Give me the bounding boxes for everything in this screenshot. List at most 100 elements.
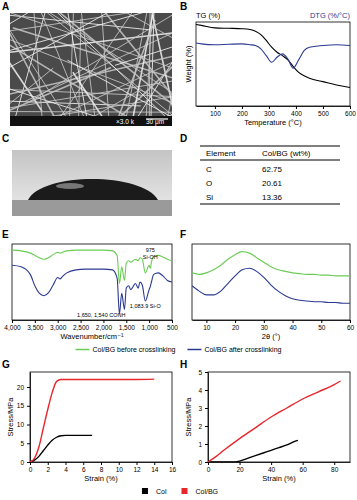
x-tick-label: 4,000	[4, 324, 21, 331]
legend-item: Col/BG	[181, 488, 218, 495]
x-tick: 300	[264, 106, 275, 117]
y-axis-line	[30, 373, 31, 463]
x-tick: 0	[207, 462, 211, 473]
legend: ColCol/BG	[142, 488, 218, 495]
series-line	[192, 252, 350, 276]
x-tick-label: 2,500	[73, 324, 90, 331]
x-tick: 20	[236, 462, 244, 473]
x-tick-label: 2	[46, 466, 50, 473]
panel-label: C	[2, 133, 9, 144]
x-tick-mark	[126, 320, 127, 323]
table-header: Col/BG (wt%)	[262, 149, 311, 158]
chart: 4,0003,5003,0002,5002,0001,5001,000500Wa…	[4, 244, 178, 341]
table-cell: 62.75	[262, 165, 283, 174]
x-tick-mark	[172, 462, 173, 465]
x-tick: 100	[210, 106, 221, 117]
x-tick: 14	[151, 462, 159, 473]
x-axis-title: Strain (%)	[84, 474, 118, 483]
x-tick-mark	[303, 462, 304, 465]
y-tick-label: 4	[198, 387, 202, 394]
legend: Col/BG before crosslinkingCol/BG after c…	[76, 346, 282, 354]
x-tick: 8	[100, 462, 104, 473]
x-tick-label: 8	[100, 466, 104, 473]
series-line	[208, 381, 341, 462]
y-tick: 4	[198, 387, 208, 394]
legend-item: Col/BG before crosslinking	[76, 346, 176, 354]
y-tick-label: 0	[198, 459, 202, 466]
y-tick-mark	[205, 462, 208, 463]
x-tick-mark	[66, 462, 67, 465]
table-rule	[200, 146, 340, 147]
chart: 100200300400500600Temperature (°C)Weight…	[184, 11, 356, 127]
fiber	[10, 39, 172, 126]
y-tick-mark	[205, 408, 208, 409]
y-tick: 3	[198, 405, 208, 412]
x-tick-label: 200	[237, 110, 248, 117]
x-tick: 6	[82, 462, 86, 473]
y-tick: 0	[20, 459, 30, 466]
y-tick: 2	[198, 423, 208, 430]
x-tick-label: 2,000	[96, 324, 113, 331]
x-tick-label: 1,000	[142, 324, 159, 331]
series-line	[12, 250, 172, 283]
x-tick-label: 10	[116, 466, 124, 473]
legend-symbol	[181, 488, 187, 494]
x-tick-mark	[242, 106, 243, 109]
y-axis-title: Stress/MPa	[6, 397, 15, 437]
x-tick: 40	[289, 320, 297, 331]
x-tick-mark	[58, 320, 59, 323]
x-tick-label: 0	[207, 466, 211, 473]
x-axis-title: Temperature (°C)	[244, 118, 302, 127]
x-tick-label: 30	[261, 324, 269, 331]
droplet	[28, 179, 158, 200]
x-tick-mark	[103, 320, 104, 323]
x-tick-mark	[350, 320, 351, 323]
x-tick-mark	[48, 462, 49, 465]
x-tick-mark	[119, 462, 120, 465]
x-tick-mark	[137, 462, 138, 465]
y-tick: 20	[17, 384, 30, 391]
x-axis: 102030405060	[193, 320, 355, 331]
chart: 024681012141605101520Strain (%)Stress/MP…	[6, 372, 176, 483]
x-tick: 200	[237, 106, 248, 117]
series-line	[196, 43, 350, 68]
series-line	[30, 435, 92, 462]
y-tick: 0	[198, 459, 208, 466]
y-tick-mark	[205, 426, 208, 427]
x-axis-title: Wavenumber/cm⁻¹	[61, 332, 124, 341]
x-axis-title: 2θ (°)	[262, 332, 281, 341]
x-tick: 2,500	[73, 320, 90, 331]
x-tick: 600	[345, 106, 356, 117]
series-line	[12, 265, 172, 314]
y-tick-mark	[27, 462, 30, 463]
x-tick-label: 500	[167, 324, 178, 331]
y-tick-label: 0	[20, 459, 24, 466]
panel-label: A	[2, 1, 9, 12]
annotation: 1,083.9 Si-O	[130, 303, 162, 309]
x-tick: 400	[291, 106, 302, 117]
x-tick-mark	[206, 320, 207, 323]
series-line	[30, 379, 154, 462]
fiber	[10, 13, 104, 126]
y-tick-label: 2	[198, 423, 202, 430]
droplet-highlight	[56, 183, 84, 189]
sem-info-strip	[10, 116, 172, 126]
y-tick: 15	[17, 402, 30, 409]
y-tick-mark	[205, 444, 208, 445]
plot-lines	[192, 252, 350, 304]
x-tick-label: 1,500	[119, 324, 136, 331]
x-tick-mark	[12, 320, 13, 323]
x-tick-label: 12	[133, 466, 141, 473]
x-tick-label: 40	[268, 466, 276, 473]
figure: ABCDEFGH×3.0 k30 μmElementCol/BG (wt%)C6…	[0, 0, 357, 500]
x-tick-mark	[83, 462, 84, 465]
x-tick-mark	[334, 462, 335, 465]
legend-label: DTG (%/°C)	[310, 11, 351, 20]
y-tick: 5	[198, 369, 208, 376]
x-tick: 0	[29, 462, 33, 473]
plot-lines	[196, 25, 350, 88]
y-axis: 012345	[198, 369, 208, 466]
x-tick-label: 300	[264, 110, 275, 117]
y-tick-mark	[205, 390, 208, 391]
chart: 1020304050602θ (°)	[192, 244, 354, 341]
